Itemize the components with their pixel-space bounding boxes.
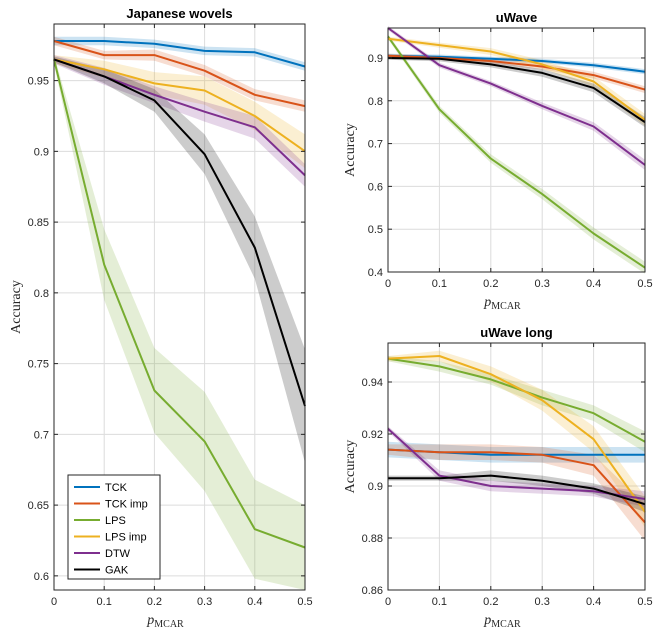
plots: 0 0.1 0.2 0.3 0.4 0.5 0.6 0.65 0.7 0.75 0.8 0.85 0.9…: [9, 6, 653, 630]
y-tick-label: 0.65: [28, 500, 49, 512]
band-lps: [388, 356, 645, 453]
x-axis-label: pMCAR: [483, 295, 521, 312]
y-tick-label: 0.7: [34, 429, 49, 441]
x-axis-label-sub: MCAR: [491, 301, 521, 312]
chart-uwave-long: 0 0.1 0.2 0.3 0.4 0.5 0.86 0.88 0.9 0.92 0.94 uWave…: [343, 325, 653, 630]
band-tck: [54, 36, 305, 71]
y-tick-label: 0.95: [28, 76, 49, 88]
y-tick-label: 0.8: [368, 96, 383, 108]
chart-title: uWave: [496, 10, 537, 25]
x-axis-label-main: p: [483, 613, 491, 628]
axes-box: [387, 342, 646, 591]
series-line-tck-imp: [387, 54, 646, 91]
x-tick-label: 0: [51, 596, 57, 608]
y-axis-label: Accuracy: [9, 280, 24, 334]
y-tick-label: 0.5: [368, 224, 383, 236]
x-axis-label-sub: MCAR: [491, 619, 521, 630]
series-line-tck-imp: [53, 40, 306, 108]
band-gak: [54, 56, 305, 463]
legend-label-lps: LPS: [105, 515, 126, 527]
legend-box: [67, 474, 161, 580]
x-tick-label: 0.1: [432, 278, 447, 290]
y-axis-label: Accuracy: [343, 440, 358, 494]
y-tick-label: 0.7: [368, 139, 383, 151]
legend-label-tck: TCK: [105, 482, 128, 494]
legend: TCK TCK imp LPS LPS imp DTW GAK: [67, 474, 161, 580]
x-tick-label: 0.3: [535, 278, 550, 290]
legend-label-tck-imp: TCK imp: [105, 499, 148, 511]
x-tick-label: 0: [385, 596, 391, 608]
legend-label-dtw: DTW: [105, 548, 131, 560]
x-tick-label: 0.5: [637, 596, 652, 608]
x-axis-label-main: p: [146, 613, 154, 628]
series-line-lps-imp: [387, 355, 646, 513]
x-tick-label: 0.1: [432, 596, 447, 608]
y-tick-label: 0.92: [362, 429, 383, 441]
axes-box: [387, 27, 646, 273]
x-axis-label-main: p: [483, 295, 491, 310]
legend-label-gak: GAK: [105, 565, 129, 577]
y-tick-label: 0.75: [28, 359, 49, 371]
x-tick-label: 0.4: [586, 278, 601, 290]
series-line-tck: [54, 40, 306, 68]
band-tck: [388, 441, 645, 463]
x-tick-label: 0.4: [247, 596, 262, 608]
series-line-lps-imp: [53, 58, 306, 153]
series-line-gak: [388, 474, 646, 506]
band-lps-imp: [54, 55, 305, 169]
y-tick-label: 0.94: [362, 377, 383, 389]
x-axis-label: pMCAR: [483, 613, 521, 630]
x-tick-label: 0.3: [197, 596, 212, 608]
y-tick-label: 0.88: [362, 533, 383, 545]
y-tick-label: 0.6: [34, 571, 49, 583]
series-line-lps: [53, 59, 306, 549]
chart-uwave: 0 0.1 0.2 0.3 0.4 0.5 0.4 0.5 0.6 0.7 0.8 0.9 uWave p…: [343, 10, 653, 312]
y-tick-label: 0.8: [34, 288, 49, 300]
axes-box: [53, 23, 306, 591]
x-tick-label: 0.2: [483, 278, 498, 290]
series-line-lps-imp: [387, 37, 646, 121]
y-tick-label: 0.4: [368, 267, 383, 279]
x-tick-label: 0.2: [147, 596, 162, 608]
chart-title: uWave long: [480, 325, 553, 340]
x-tick-label: 0.4: [586, 596, 601, 608]
series-line-tck: [387, 54, 646, 73]
y-tick-label: 0.85: [28, 217, 49, 229]
y-tick-label: 0.86: [362, 585, 383, 597]
y-axis-label: Accuracy: [343, 123, 358, 177]
x-tick-label: 0.2: [483, 596, 498, 608]
x-tick-label: 0: [385, 278, 391, 290]
x-tick-label: 0.5: [637, 278, 652, 290]
chart-title: Japanese wovels: [126, 6, 232, 21]
series-line-dtw: [387, 428, 646, 500]
series-line-lps: [387, 357, 646, 443]
y-tick-label: 0.9: [34, 146, 49, 158]
y-tick-label: 0.6: [368, 181, 383, 193]
series-line-gak: [387, 57, 646, 124]
series-line-lps: [387, 36, 646, 269]
x-tick-label: 0.1: [97, 596, 112, 608]
band-dtw: [54, 55, 305, 187]
y-tick-label: 0.9: [368, 481, 383, 493]
x-axis-label: pMCAR: [146, 613, 184, 630]
x-axis-label-sub: MCAR: [154, 619, 184, 630]
band-gak: [388, 470, 645, 512]
band-gak: [388, 56, 645, 128]
x-tick-label: 0.5: [297, 596, 312, 608]
x-tick-label: 0.3: [535, 596, 550, 608]
y-tick-label: 0.9: [368, 53, 383, 65]
series-line-gak: [53, 58, 306, 407]
band-lps: [54, 55, 305, 591]
legend-label-lps-imp: LPS imp: [105, 532, 147, 544]
series-line-tck-imp: [387, 448, 646, 524]
band-tck-imp: [388, 444, 645, 541]
chart-japanese-wovels: 0 0.1 0.2 0.3 0.4 0.5 0.6 0.65 0.7 0.75 0.8 0.85 0.9…: [9, 6, 313, 630]
